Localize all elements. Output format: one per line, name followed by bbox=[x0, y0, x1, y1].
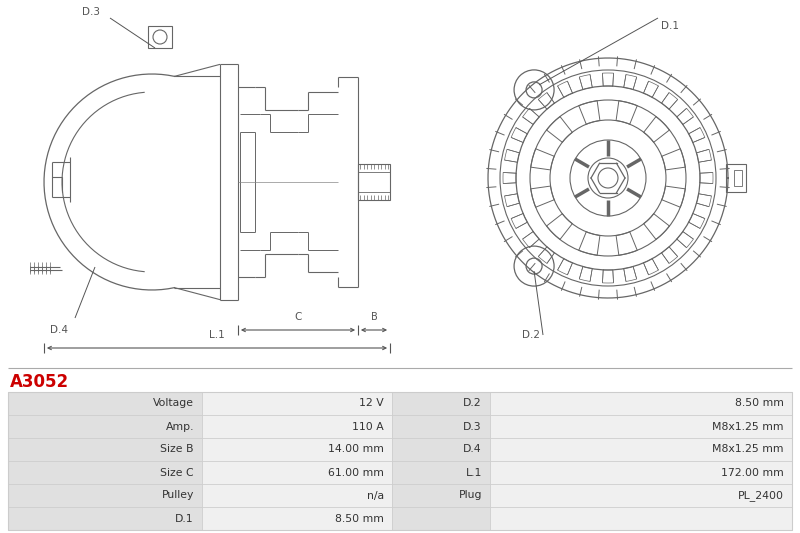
Bar bbox=[202, 392, 392, 415]
Bar bbox=[392, 415, 490, 438]
Text: D.3: D.3 bbox=[463, 422, 482, 432]
Text: D.3: D.3 bbox=[82, 7, 100, 17]
Bar bbox=[490, 484, 792, 507]
Bar bbox=[392, 392, 490, 415]
Text: n/a: n/a bbox=[367, 490, 384, 500]
Bar bbox=[8, 415, 202, 438]
Bar bbox=[8, 438, 202, 461]
Bar bbox=[148, 26, 172, 48]
Text: 14.00 mm: 14.00 mm bbox=[328, 445, 384, 455]
Text: PL_2400: PL_2400 bbox=[738, 490, 784, 501]
Bar bbox=[8, 461, 202, 484]
Bar bbox=[392, 438, 490, 461]
Text: 8.50 mm: 8.50 mm bbox=[335, 513, 384, 523]
Text: M8x1.25 mm: M8x1.25 mm bbox=[713, 445, 784, 455]
Text: M8x1.25 mm: M8x1.25 mm bbox=[713, 422, 784, 432]
Bar bbox=[358, 172, 390, 192]
Text: 110 A: 110 A bbox=[352, 422, 384, 432]
Bar bbox=[490, 507, 792, 530]
Text: 61.00 mm: 61.00 mm bbox=[328, 467, 384, 478]
Text: A3052: A3052 bbox=[10, 373, 69, 391]
Bar bbox=[392, 461, 490, 484]
Bar bbox=[8, 484, 202, 507]
Text: D.4: D.4 bbox=[50, 325, 68, 335]
Text: C: C bbox=[294, 312, 302, 322]
Text: D.2: D.2 bbox=[522, 330, 540, 340]
Text: Amp.: Amp. bbox=[166, 422, 194, 432]
Text: Plug: Plug bbox=[458, 490, 482, 500]
Bar bbox=[8, 392, 792, 530]
Text: L.1: L.1 bbox=[209, 330, 225, 340]
Text: Voltage: Voltage bbox=[153, 399, 194, 408]
Bar bbox=[490, 415, 792, 438]
Bar bbox=[490, 438, 792, 461]
Text: D.4: D.4 bbox=[463, 445, 482, 455]
Text: Size C: Size C bbox=[160, 467, 194, 478]
Bar bbox=[490, 461, 792, 484]
Bar bbox=[8, 392, 202, 415]
Text: D.1: D.1 bbox=[175, 513, 194, 523]
Bar bbox=[490, 392, 792, 415]
Bar bbox=[202, 461, 392, 484]
Bar bbox=[726, 164, 746, 192]
Bar bbox=[202, 415, 392, 438]
Text: Size B: Size B bbox=[161, 445, 194, 455]
Text: 12 V: 12 V bbox=[359, 399, 384, 408]
Bar bbox=[392, 507, 490, 530]
Text: D.2: D.2 bbox=[463, 399, 482, 408]
Text: D.1: D.1 bbox=[661, 21, 679, 31]
Bar bbox=[8, 507, 202, 530]
Text: Pulley: Pulley bbox=[162, 490, 194, 500]
Text: L.1: L.1 bbox=[466, 467, 482, 478]
Text: B: B bbox=[370, 312, 378, 322]
Bar bbox=[202, 438, 392, 461]
Bar bbox=[202, 507, 392, 530]
Bar bbox=[202, 484, 392, 507]
Bar bbox=[392, 484, 490, 507]
Text: 8.50 mm: 8.50 mm bbox=[735, 399, 784, 408]
Bar bbox=[734, 170, 742, 186]
Text: 172.00 mm: 172.00 mm bbox=[722, 467, 784, 478]
Bar bbox=[358, 164, 390, 200]
